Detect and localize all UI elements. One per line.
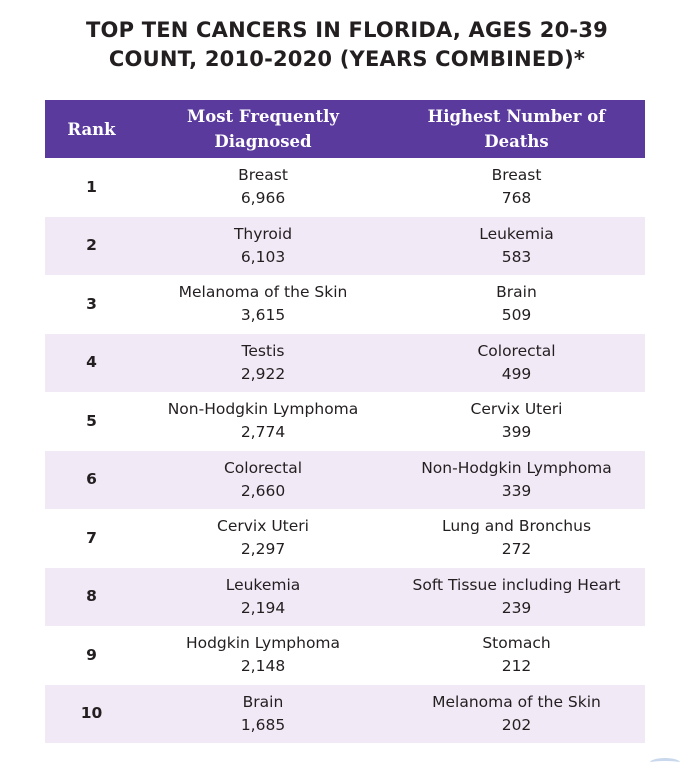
deaths-count: 272 xyxy=(501,540,532,559)
diagnosed-header: Most Frequently Diagnosed xyxy=(138,100,388,158)
deaths-cell: Melanoma of the Skin 202 xyxy=(388,684,645,743)
table-row: 9 Hodgkin Lymphoma 2,148 Stomach 212 xyxy=(45,626,645,685)
rank-cell: 2 xyxy=(45,216,138,275)
diagnosed-cancer-name: Thyroid xyxy=(233,224,293,243)
deaths-cell: Cervix Uteri 399 xyxy=(388,392,645,451)
diagnosed-cell: Colorectal 2,660 xyxy=(138,450,388,509)
deaths-count: 509 xyxy=(501,306,532,325)
rank-cell: 5 xyxy=(86,411,97,430)
deaths-count: 768 xyxy=(501,189,532,208)
deaths-header-line-2: Deaths xyxy=(484,132,549,151)
diagnosed-header-line-1: Most Frequently xyxy=(186,107,340,126)
deaths-count: 399 xyxy=(501,423,532,442)
diagnosed-cancer-name: Testis xyxy=(241,341,285,360)
diagnosed-cancer-name: Breast xyxy=(238,166,288,185)
rank-cell: 8 xyxy=(45,567,138,626)
table-row: 7 Cervix Uteri 2,297 Lung and Bronchus 272 xyxy=(45,509,645,568)
deaths-cell: Breast 768 xyxy=(388,158,645,217)
rank-header-label: Rank xyxy=(67,119,116,139)
page-title: TOP TEN CANCERS IN FLORIDA, AGES 20-39 C… xyxy=(0,16,694,74)
deaths-cancer-name: Leukemia xyxy=(479,224,554,243)
diagnosed-count: 6,103 xyxy=(240,247,286,266)
deaths-cancer-name: Breast xyxy=(491,166,542,185)
deaths-count: 339 xyxy=(501,481,532,500)
diagnosed-cancer-name: Brain xyxy=(242,692,284,711)
diagnosed-count: 2,194 xyxy=(240,598,286,617)
table-row: 8 Leukemia 2,194 Soft Tissue including Hear… xyxy=(45,567,645,626)
deaths-cell: Brain 509 xyxy=(388,275,645,334)
diagnosed-cell: Breast 6,966 xyxy=(138,158,388,217)
diagnosed-cell: Cervix Uteri 2,297 xyxy=(138,509,388,568)
diagnosed-count: 2,660 xyxy=(240,481,286,500)
title-line-2: COUNT, 2010-2020 (YEARS COMBINED)* xyxy=(108,47,586,71)
deaths-cancer-name: Lung and Bronchus xyxy=(441,517,592,536)
diagnosed-cell: Brain 1,685 xyxy=(138,684,388,743)
diagnosed-header-line-2: Diagnosed xyxy=(214,132,312,151)
deaths-cell: Colorectal 499 xyxy=(388,333,645,392)
deaths-cancer-name: Melanoma of the Skin xyxy=(432,692,601,711)
diagnosed-cancer-name: Cervix Uteri xyxy=(217,517,309,536)
table-body: 1 Breast 6,966 Breast 768 2 Thyroid 6,103 Leukem… xyxy=(45,158,645,743)
table-row: 1 Breast 6,966 Breast 768 xyxy=(45,158,645,217)
deaths-cell: Lung and Bronchus 272 xyxy=(388,509,645,568)
diagnosed-cell: Thyroid 6,103 xyxy=(138,216,388,275)
cancer-table: Rank Most Frequently Diagnosed Highest N… xyxy=(45,100,645,743)
deaths-cancer-name: Cervix Uteri xyxy=(470,400,563,419)
deaths-count: 202 xyxy=(501,715,532,734)
rank-header: Rank xyxy=(45,100,138,158)
diagnosed-cancer-name: Leukemia xyxy=(225,575,301,594)
deaths-cell: Leukemia 583 xyxy=(388,216,645,275)
table-row: 5 Non-Hodgkin Lymphoma 2,774 Cervix Uteri 39… xyxy=(45,392,645,451)
diagnosed-count: 2,148 xyxy=(240,657,286,676)
deaths-cancer-name: Stomach xyxy=(482,634,551,653)
table-row: 3 Melanoma of the Skin 3,615 Brain 509 xyxy=(45,275,645,334)
deaths-cancer-name: Brain xyxy=(496,283,537,302)
table-row: 10 Brain 1,685 Melanoma of the Skin 202 xyxy=(45,684,645,743)
diagnosed-count: 2,922 xyxy=(240,364,286,383)
table-header-row: Rank Most Frequently Diagnosed Highest N… xyxy=(45,100,645,158)
diagnosed-count: 2,297 xyxy=(240,540,286,559)
diagnosed-cancer-name: Colorectal xyxy=(223,458,303,477)
table-row: 2 Thyroid 6,103 Leukemia 583 xyxy=(45,216,645,275)
title-line-1: TOP TEN CANCERS IN FLORIDA, AGES 20-39 xyxy=(86,18,608,42)
decorative-corner-mark xyxy=(650,758,680,767)
deaths-cancer-name: Colorectal xyxy=(477,341,556,360)
deaths-header: Highest Number of Deaths xyxy=(388,100,645,158)
rank-cell: 10 xyxy=(45,684,138,743)
deaths-count: 212 xyxy=(501,657,532,676)
rank-cell: 6 xyxy=(45,450,138,509)
diagnosed-count: 6,966 xyxy=(240,189,286,208)
table-row: 4 Testis 2,922 Colorectal 499 xyxy=(45,333,645,392)
diagnosed-count: 2,774 xyxy=(240,423,286,442)
deaths-cell: Stomach 212 xyxy=(388,626,645,685)
rank-cell: 3 xyxy=(86,294,97,313)
deaths-count: 239 xyxy=(501,598,532,617)
deaths-cancer-name: Soft Tissue including Heart xyxy=(412,575,621,594)
deaths-header-line-1: Highest Number of xyxy=(427,107,606,126)
deaths-count: 583 xyxy=(501,247,532,266)
diagnosed-count: 1,685 xyxy=(240,715,286,734)
diagnosed-cancer-name: Hodgkin Lymphoma xyxy=(185,634,341,653)
deaths-cancer-name: Non-Hodgkin Lymphoma xyxy=(421,458,612,477)
rank-cell: 9 xyxy=(86,645,97,664)
diagnosed-cancer-name: Non-Hodgkin Lymphoma xyxy=(167,400,359,419)
diagnosed-count: 3,615 xyxy=(240,306,286,325)
diagnosed-cell: Hodgkin Lymphoma 2,148 xyxy=(138,626,388,685)
deaths-cell: Soft Tissue including Heart 239 xyxy=(388,567,645,626)
rank-cell: 1 xyxy=(86,177,97,196)
diagnosed-cell: Leukemia 2,194 xyxy=(138,567,388,626)
diagnosed-cell: Testis 2,922 xyxy=(138,333,388,392)
deaths-cell: Non-Hodgkin Lymphoma 339 xyxy=(388,450,645,509)
diagnosed-cancer-name: Melanoma of the Skin xyxy=(178,283,348,302)
deaths-count: 499 xyxy=(501,364,532,383)
table-row: 6 Colorectal 2,660 Non-Hodgkin Lymphoma 339 xyxy=(45,450,645,509)
rank-cell: 4 xyxy=(45,333,138,392)
diagnosed-cell: Melanoma of the Skin 3,615 xyxy=(138,275,388,334)
rank-cell: 7 xyxy=(86,528,97,547)
diagnosed-cell: Non-Hodgkin Lymphoma 2,774 xyxy=(138,392,388,451)
